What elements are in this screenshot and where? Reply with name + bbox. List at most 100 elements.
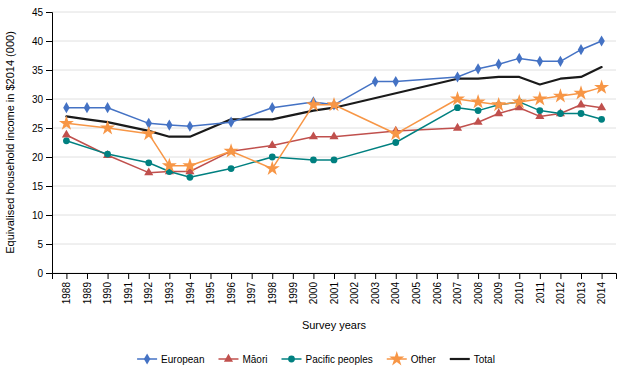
- legend-label: Other: [411, 354, 437, 365]
- marker: [104, 151, 111, 158]
- tick-mark: [437, 273, 438, 279]
- grid: [52, 12, 616, 273]
- x-tick: 2000: [308, 273, 319, 304]
- legend-item: Māori: [218, 354, 267, 365]
- tick-mark: [499, 273, 500, 279]
- tick-label: 2011: [535, 282, 546, 304]
- x-tick: 2002: [349, 273, 360, 304]
- tick-mark: [272, 273, 273, 279]
- legend-swatch: [450, 358, 470, 360]
- marker: [269, 102, 275, 113]
- marker: [475, 63, 481, 74]
- tick-mark: [46, 41, 52, 42]
- marker: [228, 165, 235, 172]
- y-tick: 10: [32, 210, 52, 221]
- tick-label: 30: [32, 94, 44, 105]
- tick-mark: [231, 273, 232, 279]
- marker: [269, 154, 276, 161]
- tick-mark: [190, 273, 191, 279]
- x-tick: 1988: [61, 273, 72, 304]
- y-tick: 5: [37, 239, 52, 250]
- tick-label: 1989: [82, 282, 93, 305]
- tick-label: 1994: [185, 282, 196, 305]
- tick-label: 2012: [555, 282, 566, 305]
- tick-label: 2010: [514, 282, 525, 305]
- legend-item: Pacific peoples: [281, 354, 372, 365]
- marker: [475, 107, 482, 114]
- marker: [182, 158, 197, 172]
- marker: [393, 76, 399, 87]
- marker: [224, 143, 239, 157]
- y-tick: 25: [32, 123, 52, 134]
- tick-mark: [519, 273, 520, 279]
- y-axis: 051015202530354045: [32, 7, 53, 279]
- tick-label: 45: [32, 7, 44, 18]
- x-axis-title: Survey years: [302, 319, 367, 331]
- x-tick: 2003: [370, 273, 381, 304]
- tick-mark: [149, 273, 150, 279]
- tick-mark: [210, 273, 211, 279]
- tick-mark: [416, 273, 417, 279]
- tick-mark: [540, 273, 541, 279]
- marker: [553, 88, 568, 102]
- tick-mark: [46, 99, 52, 100]
- legend-item: Other: [387, 351, 437, 365]
- tick-label: 1997: [246, 282, 257, 305]
- x-tick: 2010: [514, 273, 525, 304]
- marker: [471, 94, 486, 108]
- tick-label: 1998: [267, 282, 278, 305]
- tick-label: 1990: [102, 282, 113, 305]
- grid-line: [52, 215, 616, 216]
- marker: [103, 150, 112, 158]
- marker: [187, 121, 193, 132]
- x-tick: 2007: [452, 273, 463, 304]
- series: [63, 35, 605, 131]
- marker: [537, 56, 543, 67]
- marker: [454, 104, 461, 111]
- tick-mark: [46, 70, 52, 71]
- x-tick: 1996: [226, 273, 237, 304]
- tick-label: 40: [32, 36, 44, 47]
- axis-line: [53, 274, 617, 280]
- y-tick: 15: [32, 181, 52, 192]
- tick-mark: [46, 12, 52, 13]
- x-tick: 1999: [288, 273, 299, 304]
- marker: [453, 123, 462, 131]
- legend-label: Pacific peoples: [305, 354, 372, 365]
- grid-line: [52, 70, 616, 71]
- marker: [265, 161, 280, 175]
- marker: [556, 108, 565, 116]
- grid-line: [52, 186, 616, 187]
- marker: [228, 117, 234, 128]
- x-tick: 2006: [432, 273, 443, 304]
- tick-label: 1999: [288, 282, 299, 305]
- legend-label: Total: [474, 354, 495, 365]
- line: [66, 41, 601, 126]
- x-tick: 1994: [185, 273, 196, 304]
- marker: [532, 91, 547, 105]
- tick-label: 2004: [390, 282, 401, 305]
- grid-line: [52, 244, 616, 245]
- marker: [63, 102, 69, 113]
- y-tick: 40: [32, 36, 52, 47]
- x-tick: 2013: [576, 273, 587, 304]
- marker: [187, 174, 194, 181]
- y-tick: 30: [32, 94, 52, 105]
- tick-label: 2006: [432, 282, 443, 305]
- marker: [491, 97, 506, 111]
- legend-label: Māori: [242, 354, 267, 365]
- marker: [557, 56, 563, 67]
- series: [66, 67, 601, 137]
- x-tick: 1997: [246, 273, 257, 304]
- series: [63, 99, 605, 181]
- marker: [573, 85, 588, 99]
- marker: [576, 100, 585, 108]
- tick-mark: [334, 273, 335, 279]
- tick-label: 2008: [473, 282, 484, 305]
- x-tick: 1998: [267, 273, 278, 304]
- tick-mark: [602, 273, 603, 279]
- tick-label: 15: [32, 181, 44, 192]
- y-tick: 35: [32, 65, 52, 76]
- marker: [392, 139, 399, 146]
- marker: [516, 53, 522, 64]
